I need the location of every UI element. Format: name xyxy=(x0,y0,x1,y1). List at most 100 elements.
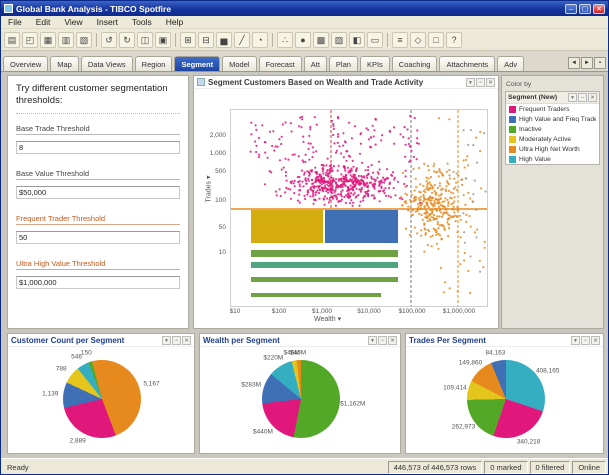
pie-slice-label: 2,889 xyxy=(69,437,86,445)
legend-item[interactable]: High Value xyxy=(506,154,599,164)
inactive-band-3[interactable] xyxy=(251,277,398,282)
pie3-close-button[interactable]: ✕ xyxy=(591,335,600,345)
menu-insert[interactable]: Insert xyxy=(96,17,118,27)
scatter-properties-button[interactable]: ▾ xyxy=(466,77,475,87)
pie3-maximize-button[interactable]: ▫ xyxy=(581,335,590,345)
pie3-properties-button[interactable]: ▾ xyxy=(571,335,580,345)
tab-plan[interactable]: Plan xyxy=(328,56,358,71)
legend-minimize-button[interactable]: − xyxy=(578,93,587,102)
tab-coaching[interactable]: Coaching xyxy=(391,56,438,71)
close-button[interactable]: ✕ xyxy=(593,3,605,14)
bar-chart-icon[interactable]: ▅ xyxy=(216,31,232,48)
minimize-button[interactable]: – xyxy=(565,3,577,14)
map-chart-icon[interactable]: ● xyxy=(295,31,311,48)
pie-chart-icon[interactable]: ◔ xyxy=(252,31,268,48)
tab-att[interactable]: Att xyxy=(303,56,327,71)
pie-glyph[interactable] xyxy=(466,360,545,438)
tab-forecast[interactable]: Forecast xyxy=(258,56,302,71)
export-pdf-icon[interactable]: ▧ xyxy=(76,31,92,48)
x-tick-label: $1,000 xyxy=(312,308,332,315)
copy-icon[interactable]: ◫ xyxy=(137,31,153,48)
pie-glyph[interactable] xyxy=(63,360,141,438)
scatter-plot-icon[interactable]: ∴ xyxy=(277,31,293,48)
data-point xyxy=(404,175,407,178)
high-value-block[interactable] xyxy=(325,210,398,243)
legend-item[interactable]: High Value and Freq Traders xyxy=(506,114,599,124)
pie2-maximize-button[interactable]: ▫ xyxy=(378,335,387,345)
treemap-icon[interactable]: ▩ xyxy=(313,31,329,48)
inactive-band-1[interactable] xyxy=(251,250,398,257)
scatter-plot-area[interactable]: Trades ▾ Wealth ▾ 2,000 1,000 500 100 50 10 $… xyxy=(194,89,498,328)
redo-icon[interactable]: ↻ xyxy=(119,31,135,48)
toolbar-separator xyxy=(272,32,273,47)
menu-view[interactable]: View xyxy=(64,17,83,27)
tab-region[interactable]: Region xyxy=(134,56,173,71)
legend-item[interactable]: Inactive xyxy=(506,124,599,134)
inactive-band-4[interactable] xyxy=(251,293,381,297)
scatter-maximize-button[interactable]: ▫ xyxy=(476,77,485,87)
scatter-canvas[interactable] xyxy=(230,109,488,307)
pie-chart-trades[interactable]: 408,165 340,218 262,973 109,414 149,860 84,16… xyxy=(406,347,603,453)
threshold-input[interactable] xyxy=(16,275,180,289)
pie2-close-button[interactable]: ✕ xyxy=(388,335,397,345)
tab-adv[interactable]: Adv xyxy=(497,56,525,71)
status-cell: 0 marked xyxy=(484,461,528,474)
box-plot-icon[interactable]: ◧ xyxy=(349,31,365,48)
threshold-input[interactable] xyxy=(16,140,180,154)
tab-kpis[interactable]: KPIs xyxy=(359,56,390,71)
x-axis-selector[interactable]: Wealth ▾ xyxy=(314,316,342,323)
legend-item[interactable]: Ultra High Net Worth xyxy=(506,144,599,154)
new-document-icon[interactable]: ▤ xyxy=(4,31,20,48)
maximize-button[interactable]: ▢ xyxy=(579,3,591,14)
tab-map[interactable]: Map xyxy=(50,56,79,71)
legend-edit-button[interactable]: ▾ xyxy=(568,93,577,102)
menu-tools[interactable]: Tools xyxy=(131,17,152,27)
menu-help[interactable]: Help xyxy=(165,17,184,27)
data-point xyxy=(323,184,327,187)
pie-chart-customer-count[interactable]: 5,167 2,889 1,139 788 546 150 xyxy=(8,347,194,453)
help-icon[interactable]: ? xyxy=(446,31,462,48)
open-file-icon[interactable]: ◰ xyxy=(22,31,38,48)
pie-glyph[interactable] xyxy=(262,360,340,438)
paste-icon[interactable]: ▣ xyxy=(155,31,171,48)
data-point xyxy=(331,195,334,199)
legend-close-button[interactable]: ✕ xyxy=(588,93,597,102)
line-chart-icon[interactable]: ╱ xyxy=(234,31,250,48)
pie2-properties-button[interactable]: ▾ xyxy=(368,335,377,345)
print-icon[interactable]: ▥ xyxy=(58,31,74,48)
tab-overview[interactable]: Overview xyxy=(3,56,49,71)
details-icon[interactable]: □ xyxy=(428,31,444,48)
data-point xyxy=(347,193,350,196)
moderately-active-block[interactable] xyxy=(251,210,323,243)
tab-attachments[interactable]: Attachments xyxy=(439,56,496,71)
cross-table-icon[interactable]: ⊟ xyxy=(198,31,214,48)
undo-icon[interactable]: ↺ xyxy=(101,31,117,48)
pie1-maximize-button[interactable]: ▫ xyxy=(172,335,181,345)
pie1-properties-button[interactable]: ▾ xyxy=(162,335,171,345)
tab-model[interactable]: Model xyxy=(222,56,257,71)
tab-data-views[interactable]: Data Views xyxy=(80,56,133,71)
save-icon[interactable]: ▦ xyxy=(40,31,56,48)
tab-scroll-right-button[interactable]: ► xyxy=(581,57,593,69)
tags-icon[interactable]: ◇ xyxy=(410,31,426,48)
title-bar[interactable]: Global Bank Analysis - TIBCO Spotfire – … xyxy=(1,1,608,16)
filters-panel-icon[interactable]: ≡ xyxy=(392,31,408,48)
legend-item[interactable]: Moderately Active xyxy=(506,134,599,144)
scatter-close-button[interactable]: ✕ xyxy=(486,77,495,87)
tab-segment[interactable]: Segment xyxy=(174,56,221,71)
pie-chart-wealth[interactable]: $1,162M $440M $283M $220M $46M $40M xyxy=(200,347,400,453)
new-tab-button[interactable]: ▪ xyxy=(594,57,606,69)
inactive-band-2[interactable] xyxy=(251,262,398,268)
tab-scroll-left-button[interactable]: ◄ xyxy=(568,57,580,69)
text-area-icon[interactable]: ▭ xyxy=(367,31,383,48)
menu-file[interactable]: File xyxy=(8,17,22,27)
threshold-input[interactable] xyxy=(16,185,180,199)
menu-edit[interactable]: Edit xyxy=(35,17,51,27)
data-point xyxy=(409,159,412,162)
data-point xyxy=(282,166,285,169)
table-visualization-icon[interactable]: ⊞ xyxy=(180,31,196,48)
pie1-close-button[interactable]: ✕ xyxy=(182,335,191,345)
heatmap-icon[interactable]: ▨ xyxy=(331,31,347,48)
legend-item[interactable]: Frequent Traders xyxy=(506,104,599,114)
threshold-input[interactable] xyxy=(16,230,180,244)
